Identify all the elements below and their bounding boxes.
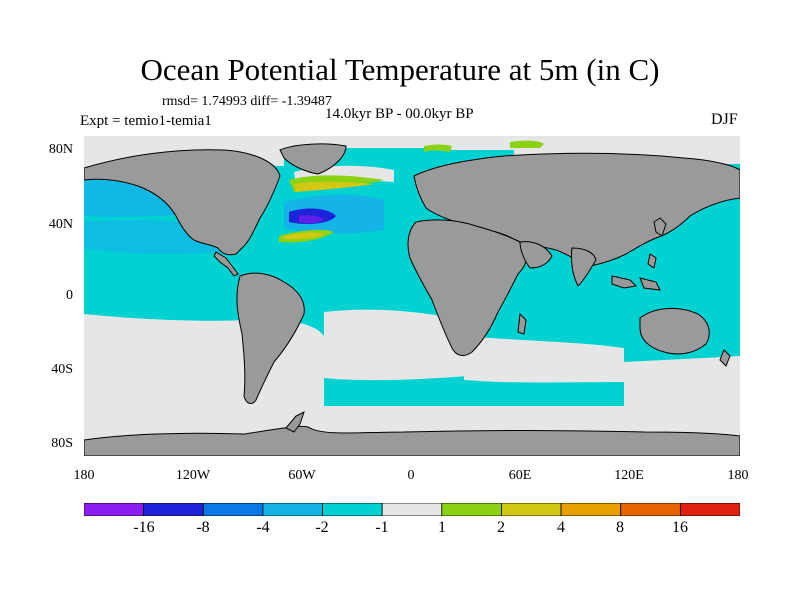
colorbar-label-8: 4	[557, 519, 565, 536]
lon-label-60w: 60W	[288, 468, 316, 483]
lat-label-80n: 80N	[48, 142, 73, 157]
colorbar-label-6: 1	[438, 519, 446, 536]
colorbar-label-7: 2	[497, 519, 505, 536]
colorbar-label-2: -8	[196, 519, 210, 536]
colorbar-box-8	[501, 503, 562, 516]
lon-label-120e: 120E	[614, 468, 644, 483]
india-land	[571, 247, 597, 287]
season-text: DJF	[711, 111, 738, 128]
stats-text: rmsd= 1.74993 diff= -1.39487	[162, 94, 332, 109]
central-america-land	[213, 251, 239, 277]
period-text: 14.0kyr BP - 00.0kyr BP	[325, 106, 474, 122]
colorbar-label-4: -2	[315, 519, 329, 536]
colorbar-box-11	[679, 503, 740, 516]
madagascar-land	[517, 312, 527, 335]
southeast-asia-islands	[611, 253, 661, 291]
greenland-land	[279, 143, 347, 175]
colorbar-box-4	[262, 503, 323, 516]
lon-label-180w: 180	[73, 468, 95, 483]
lon-label-60e: 60E	[508, 468, 532, 483]
colorbar	[84, 503, 740, 516]
southern-neutral-band	[624, 356, 740, 422]
colorbar-box-7	[441, 503, 502, 516]
indian-ocean-neutral-band	[464, 336, 624, 383]
colorbar-box-5	[322, 503, 383, 516]
arabia-land	[519, 241, 553, 269]
lat-label-80s: 80S	[51, 436, 73, 451]
antarctica-land	[84, 425, 740, 456]
barents-warm-patch	[424, 144, 452, 152]
lon-label-180e: 180	[727, 468, 749, 483]
lon-label-0: 0	[407, 468, 415, 483]
nordic-strong-warm-band	[294, 181, 374, 192]
arctic-neutral-band	[84, 136, 740, 180]
colorbar-label-9: 8	[616, 519, 624, 536]
australia-land	[639, 308, 710, 355]
lat-label-40n: 40N	[48, 217, 73, 232]
colorbar-box-6	[381, 503, 443, 516]
arctic-warm-patch	[510, 140, 544, 148]
landmasses	[84, 143, 740, 456]
lat-label-40s: 40S	[51, 362, 73, 377]
experiment-text: Expt = temio1-temia1	[80, 113, 212, 129]
map-title: Ocean Potential Temperature at 5m (in C)	[140, 52, 660, 87]
colorbar-box-1	[84, 503, 145, 516]
colorbar-label-1: -16	[133, 519, 155, 536]
south-america-land	[236, 272, 305, 404]
colorbar-box-9	[560, 503, 622, 516]
lon-label-120w: 120W	[175, 468, 211, 483]
colorbar-box-2	[143, 503, 204, 516]
north-america-land	[84, 149, 281, 256]
midlatitude-strong-warm-band	[284, 232, 326, 240]
lat-label-0: 0	[66, 288, 73, 303]
gulf-stream-extreme-patch	[299, 215, 324, 224]
colorbar-label-3: -4	[256, 519, 270, 536]
colorbar-box-3	[202, 503, 264, 516]
south-atlantic-neutral-band	[324, 309, 468, 381]
japan-land	[653, 217, 667, 237]
new-zealand-land	[719, 349, 731, 367]
antarctic-peninsula-land	[285, 411, 305, 433]
colorbar-label-10: 16	[672, 519, 688, 536]
colorbar-box-10	[620, 503, 681, 516]
africa-land	[407, 219, 527, 356]
world-map	[84, 136, 740, 456]
colorbar-label-5: -1	[375, 519, 389, 536]
